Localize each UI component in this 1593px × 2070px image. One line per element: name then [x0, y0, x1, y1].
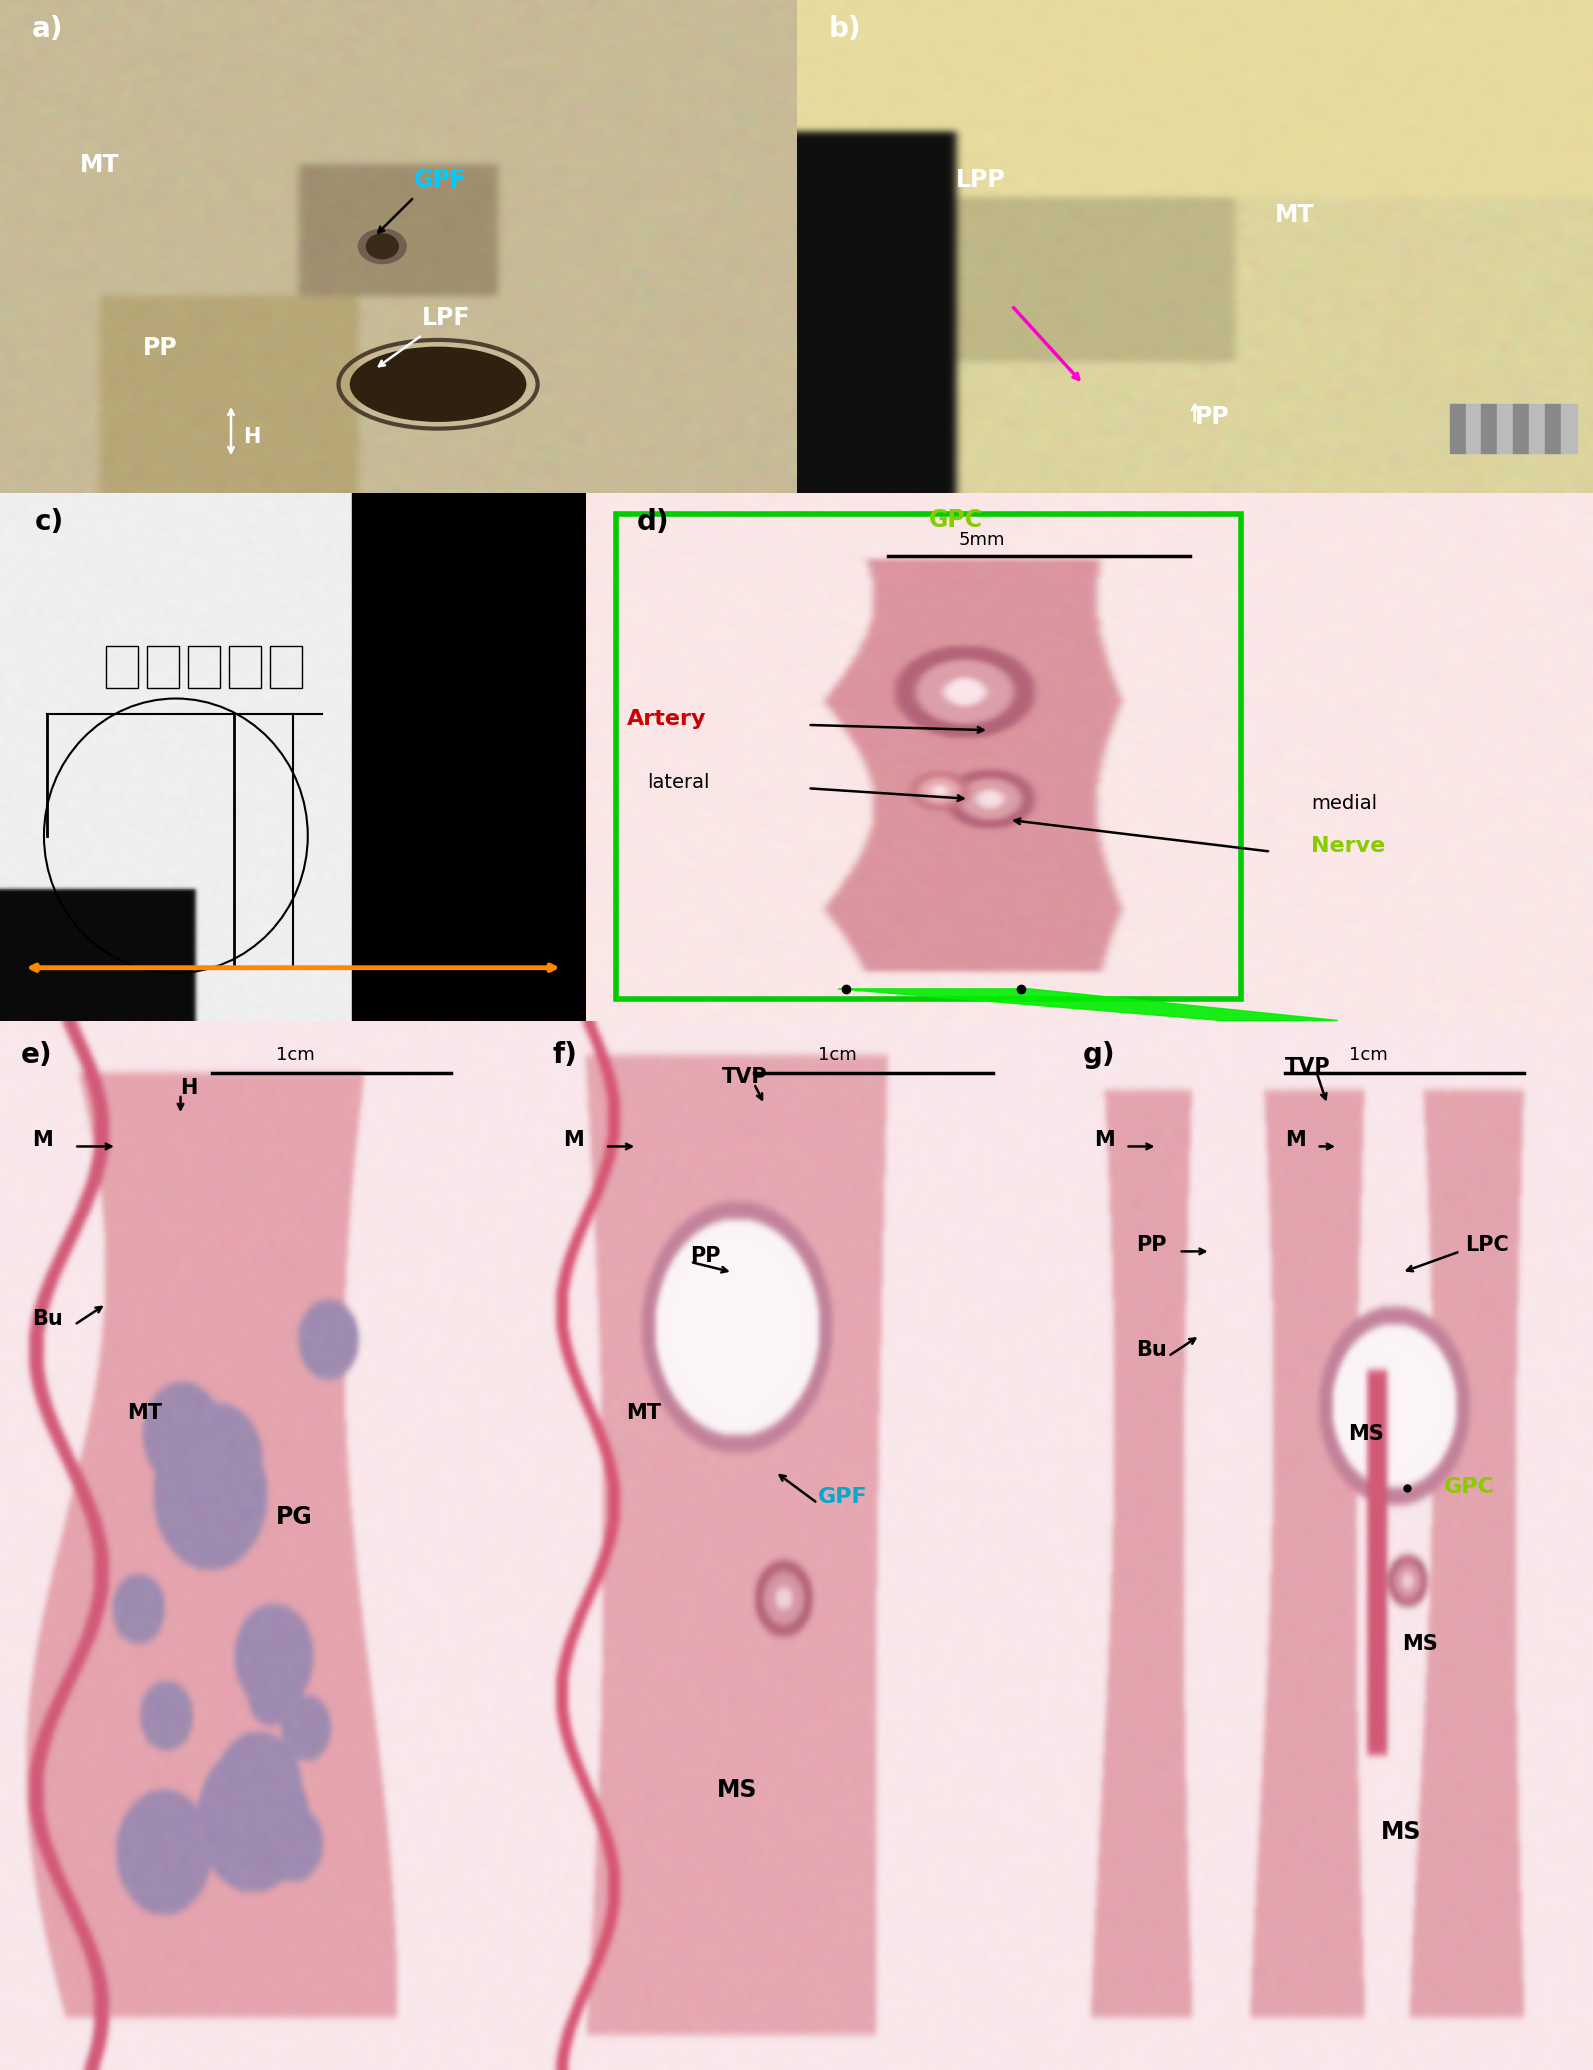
Text: GPC: GPC — [929, 509, 983, 532]
Ellipse shape — [358, 230, 406, 263]
Ellipse shape — [350, 348, 526, 420]
Text: M: M — [32, 1130, 53, 1151]
Text: Bu: Bu — [1136, 1341, 1168, 1360]
Text: c): c) — [35, 509, 64, 536]
Text: Nerve: Nerve — [1311, 836, 1386, 855]
Text: PP: PP — [1136, 1236, 1166, 1254]
Bar — [1466, 404, 1481, 453]
Text: f): f) — [553, 1041, 577, 1070]
Text: TVP: TVP — [1286, 1058, 1330, 1076]
Ellipse shape — [366, 234, 398, 259]
Text: medial: medial — [1311, 795, 1378, 814]
Text: MS: MS — [1381, 1820, 1421, 1844]
Text: MS: MS — [1349, 1424, 1384, 1445]
Bar — [1529, 404, 1545, 453]
Bar — [1481, 404, 1497, 453]
Text: 1cm: 1cm — [276, 1047, 315, 1064]
Text: lateral: lateral — [647, 774, 709, 793]
Text: M: M — [1286, 1130, 1306, 1151]
Text: M: M — [562, 1130, 583, 1151]
Text: MT: MT — [127, 1403, 162, 1424]
Bar — [188, 646, 220, 687]
Text: PP: PP — [690, 1246, 720, 1267]
Bar — [1497, 404, 1513, 453]
Text: b): b) — [828, 14, 860, 43]
Text: GPF: GPF — [414, 168, 467, 193]
Text: MT: MT — [1274, 203, 1314, 228]
Text: 1cm: 1cm — [817, 1047, 857, 1064]
Text: Artery: Artery — [626, 708, 706, 729]
Text: LPP: LPP — [956, 168, 1005, 193]
Bar — [269, 646, 303, 687]
Text: PP: PP — [1195, 406, 1230, 428]
Bar — [147, 646, 178, 687]
Text: g): g) — [1083, 1041, 1115, 1070]
Bar — [1545, 404, 1561, 453]
Text: a): a) — [32, 14, 64, 43]
Text: H: H — [244, 426, 260, 447]
Bar — [1450, 404, 1466, 453]
Bar — [105, 646, 137, 687]
Bar — [229, 646, 261, 687]
Text: e): e) — [21, 1041, 53, 1070]
Text: 1cm: 1cm — [1349, 1047, 1388, 1064]
Text: MT: MT — [80, 153, 119, 178]
Text: 5mm: 5mm — [959, 532, 1005, 549]
Text: PP: PP — [143, 335, 178, 360]
Text: MT: MT — [626, 1403, 661, 1424]
Text: LPC: LPC — [1466, 1236, 1509, 1254]
Text: GPF: GPF — [817, 1486, 867, 1507]
Bar — [1561, 404, 1577, 453]
Text: MS: MS — [717, 1778, 757, 1803]
Text: TVP: TVP — [722, 1068, 768, 1087]
Text: d): d) — [637, 509, 669, 536]
Text: GPC: GPC — [1445, 1476, 1496, 1497]
Text: LPF: LPF — [422, 306, 470, 329]
Bar — [1513, 404, 1529, 453]
Text: Bu: Bu — [32, 1308, 62, 1329]
Text: MS: MS — [1402, 1633, 1437, 1654]
Bar — [352, 493, 586, 1021]
Text: PG: PG — [276, 1505, 312, 1530]
Text: H: H — [180, 1078, 198, 1097]
Bar — [616, 513, 1241, 1000]
Text: M: M — [1094, 1130, 1115, 1151]
